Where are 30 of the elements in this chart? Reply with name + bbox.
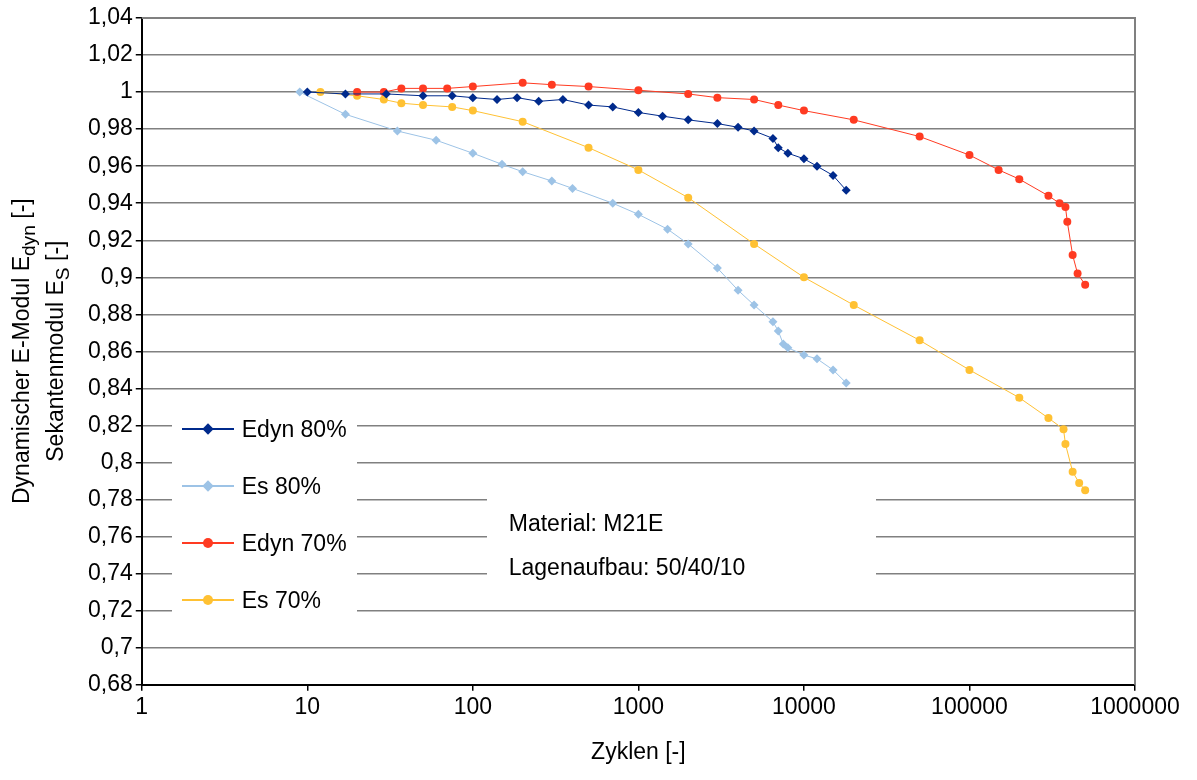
y-tick-label: 0,76 xyxy=(88,521,133,548)
legend-label: Es 70% xyxy=(241,586,322,614)
y-tick-label: 0,72 xyxy=(88,596,133,623)
y-tick-label: 0,86 xyxy=(88,336,133,363)
x-tick-label: 100000 xyxy=(931,692,1008,719)
y-tick-label: 0,68 xyxy=(88,670,133,697)
y-tick-label: 0,84 xyxy=(88,373,133,400)
y-tick-label: 0,9 xyxy=(100,262,133,289)
y-tick-label: 1,04 xyxy=(88,3,133,30)
y-tick-label: 0,92 xyxy=(88,225,133,252)
y-tick-label: 0,8 xyxy=(100,447,133,474)
y-tick-label: 0,88 xyxy=(88,299,133,326)
y-tick-label: 0,96 xyxy=(88,151,133,178)
x-tick-label: 1000 xyxy=(612,692,664,719)
legend-label: Es 80% xyxy=(241,472,322,500)
y-tick-label: 1,02 xyxy=(88,40,133,67)
x-tick-label: 10 xyxy=(294,692,321,719)
x-tick-label: 100 xyxy=(453,692,493,719)
y-tick-label: 0,94 xyxy=(88,188,133,215)
legend-label: Edyn 80% xyxy=(241,415,347,443)
y-tick-label: 0,78 xyxy=(88,484,133,511)
y-tick-label: 0,74 xyxy=(88,559,133,586)
x-tick-label: 1000000 xyxy=(1090,692,1180,719)
y-tick-label: 0,7 xyxy=(100,633,133,660)
x-axis-title: Zyklen [-] xyxy=(591,737,686,764)
y-tick-label: 0,98 xyxy=(88,114,133,141)
y-tick-label: 1 xyxy=(119,77,133,104)
legend-label: Edyn 70% xyxy=(241,529,347,557)
y-tick-label: 0,82 xyxy=(88,410,133,437)
x-tick-label: 10000 xyxy=(771,692,836,719)
